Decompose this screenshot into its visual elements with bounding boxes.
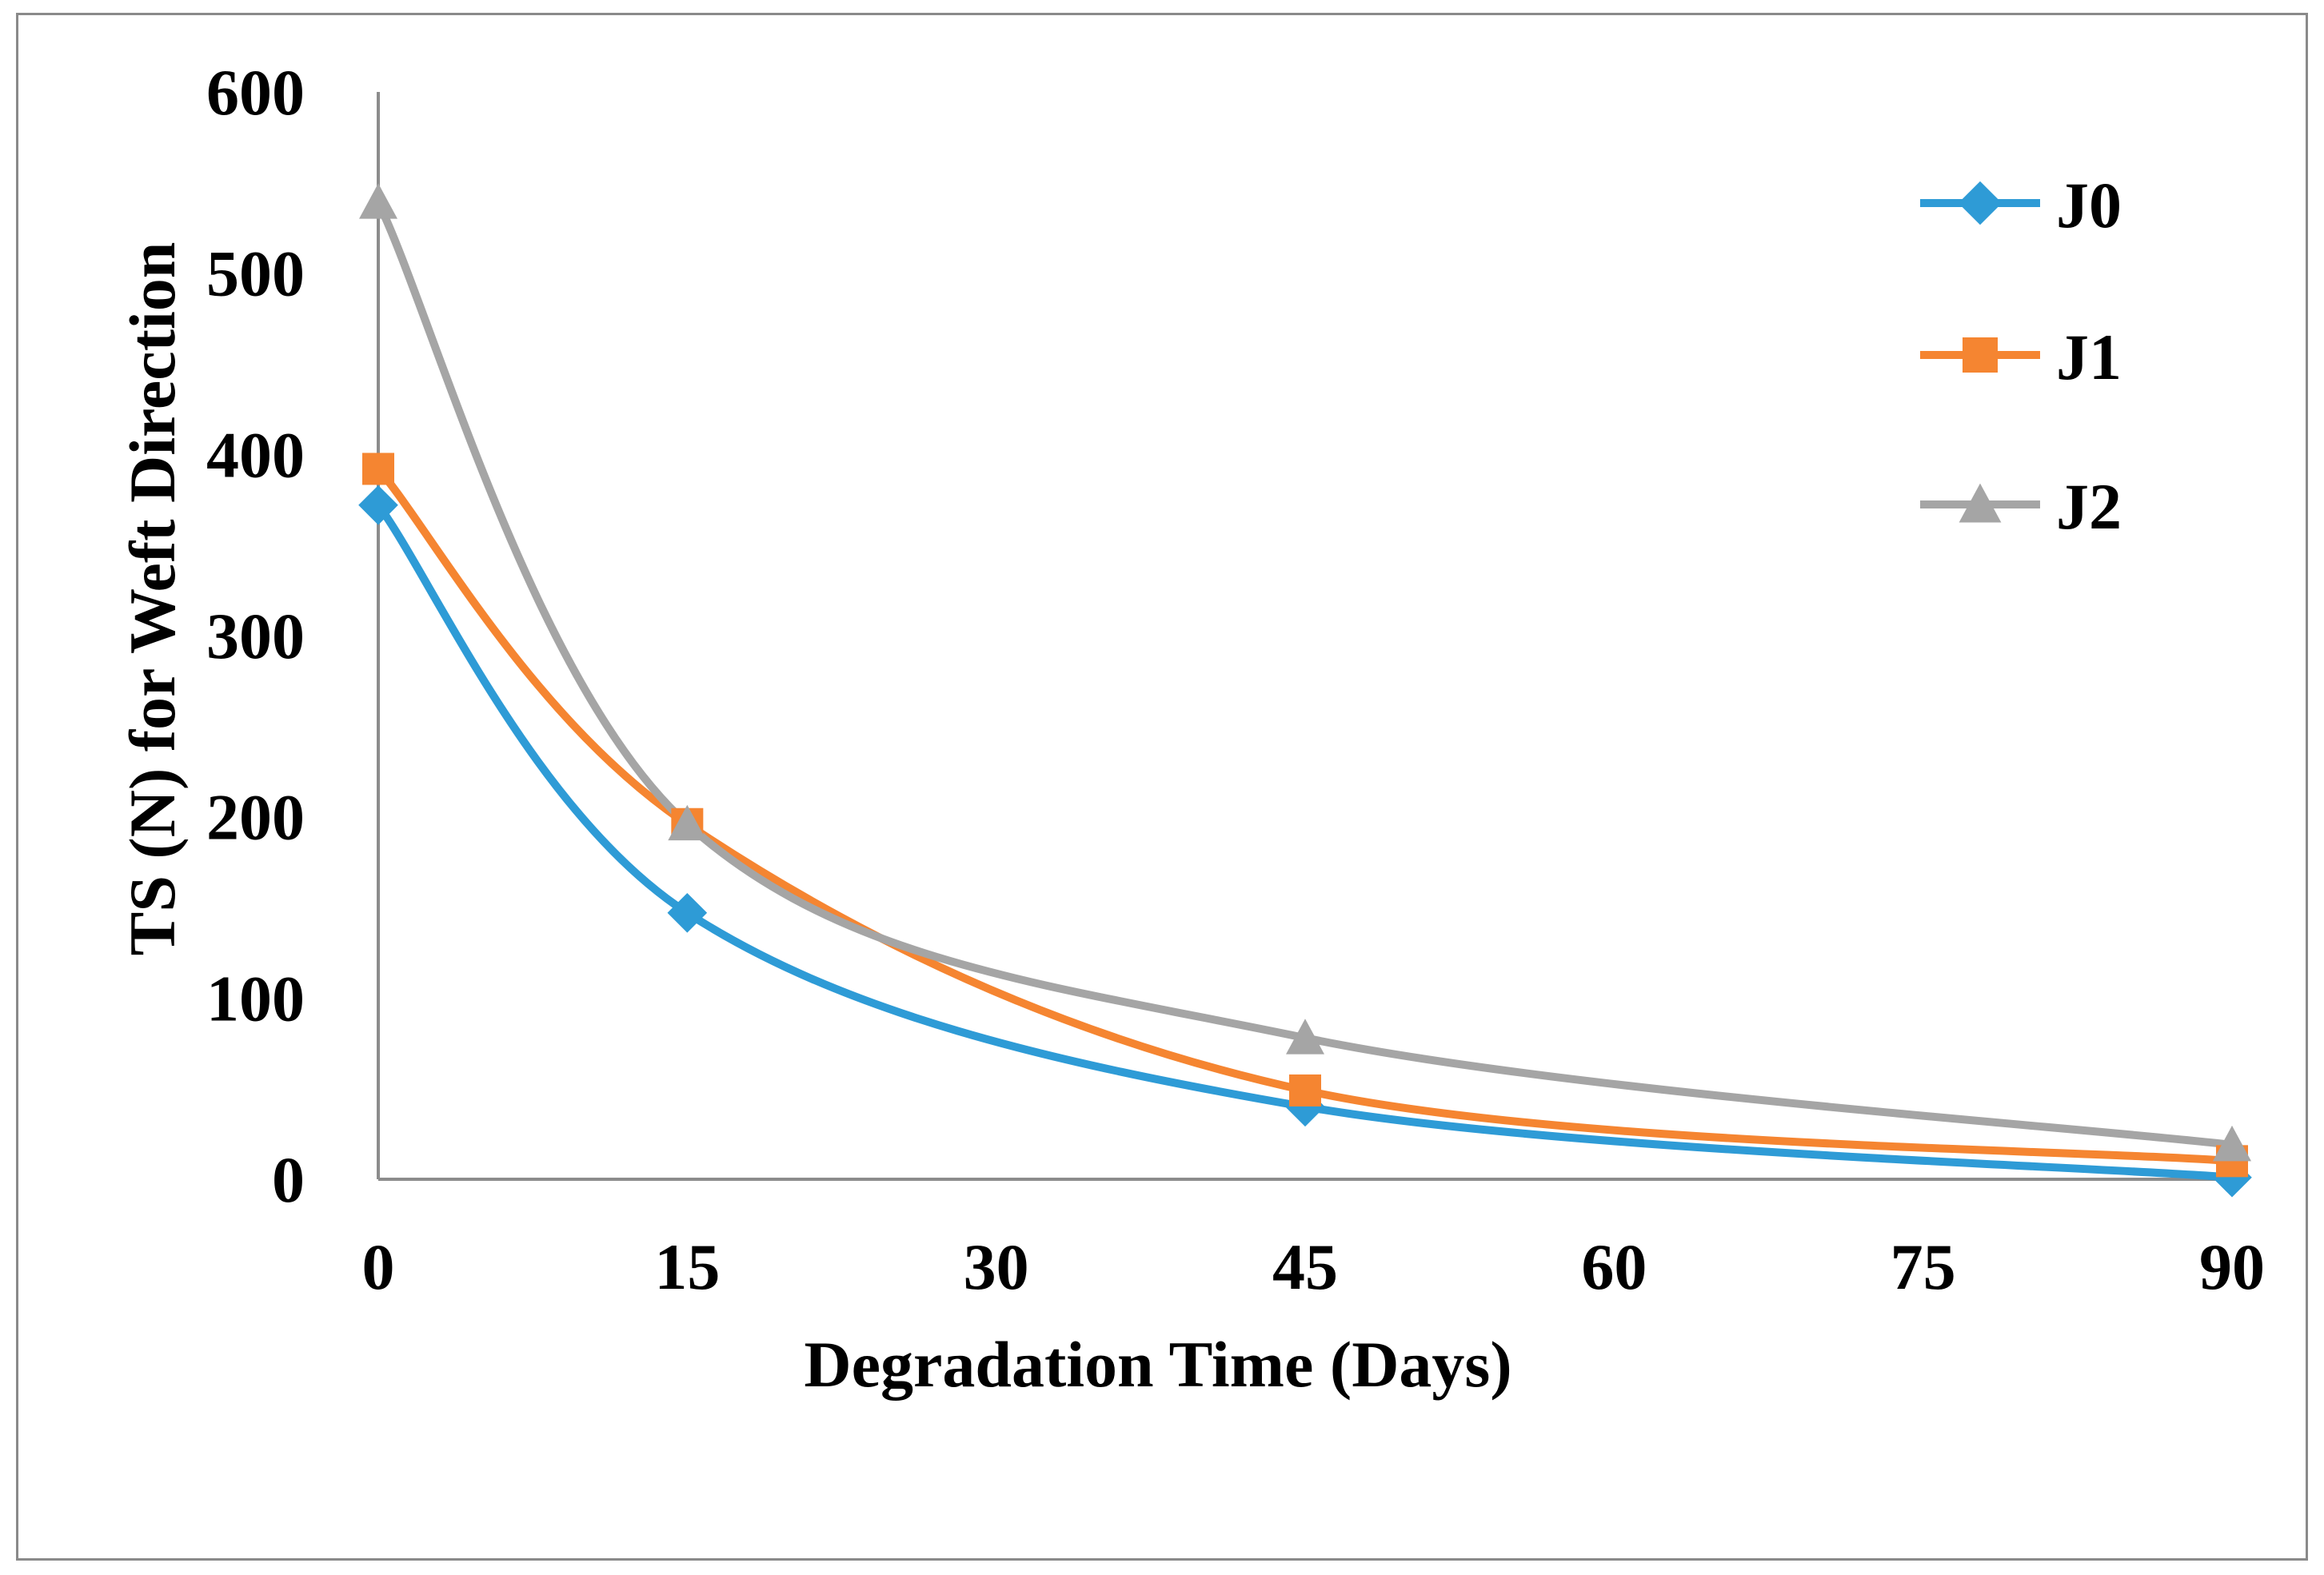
axes xyxy=(377,92,2232,1181)
data-point-j0 xyxy=(358,485,398,525)
legend-marker-j2 xyxy=(1959,483,2002,523)
x-tick-label: 45 xyxy=(1272,1230,1338,1303)
x-tick-label: 0 xyxy=(362,1230,395,1303)
y-tick-label: 600 xyxy=(206,56,305,129)
y-tick-label: 500 xyxy=(206,237,305,310)
x-tick-labels: 0 15 30 45 60 75 90 xyxy=(362,1230,2266,1303)
series-line-j2 xyxy=(374,198,2236,1149)
series-lines xyxy=(374,198,2236,1182)
legend-label-j1: J1 xyxy=(2056,321,2122,393)
y-tick-label: 300 xyxy=(206,600,305,672)
y-tick-labels: 0 100 200 300 400 500 600 xyxy=(206,56,305,1216)
chart-frame: 0 100 200 300 400 500 600 0 15 30 45 60 75 90 Degrad… xyxy=(16,13,2308,1561)
data-point-j2 xyxy=(359,183,397,219)
y-axis-label: TS (N) for Weft Direction xyxy=(116,242,189,956)
data-point-j1 xyxy=(362,453,394,485)
legend-marker-j1 xyxy=(1963,337,1998,373)
x-tick-label: 60 xyxy=(1581,1230,1647,1303)
x-axis-label: Degradation Time (Days) xyxy=(804,1328,1511,1401)
series-line-j1 xyxy=(374,465,2236,1166)
y-tick-label: 100 xyxy=(206,962,305,1035)
series-markers xyxy=(358,183,2252,1198)
data-point-j2 xyxy=(668,804,707,841)
data-point-j1 xyxy=(1289,1074,1321,1106)
x-tick-label: 30 xyxy=(964,1230,1029,1303)
chart: 0 100 200 300 400 500 600 0 15 30 45 60 75 90 Degrad… xyxy=(116,56,2266,1401)
data-point-j2 xyxy=(1286,1019,1324,1055)
legend-label-j2: J2 xyxy=(2056,470,2122,543)
data-point-j0 xyxy=(667,893,708,933)
data-point-j2 xyxy=(2213,1125,2251,1162)
x-tick-label: 75 xyxy=(1891,1230,1956,1303)
x-tick-label: 15 xyxy=(654,1230,720,1303)
y-tick-label: 400 xyxy=(206,418,305,491)
legend-marker-j0 xyxy=(1958,181,2003,225)
legend-label-j0: J0 xyxy=(2056,169,2122,241)
legend: J0 J1 J2 xyxy=(1920,169,2122,543)
series-line-j0 xyxy=(374,500,2236,1182)
x-tick-label: 90 xyxy=(2199,1230,2265,1303)
y-tick-label: 200 xyxy=(206,781,305,854)
y-tick-label: 0 xyxy=(272,1143,305,1216)
